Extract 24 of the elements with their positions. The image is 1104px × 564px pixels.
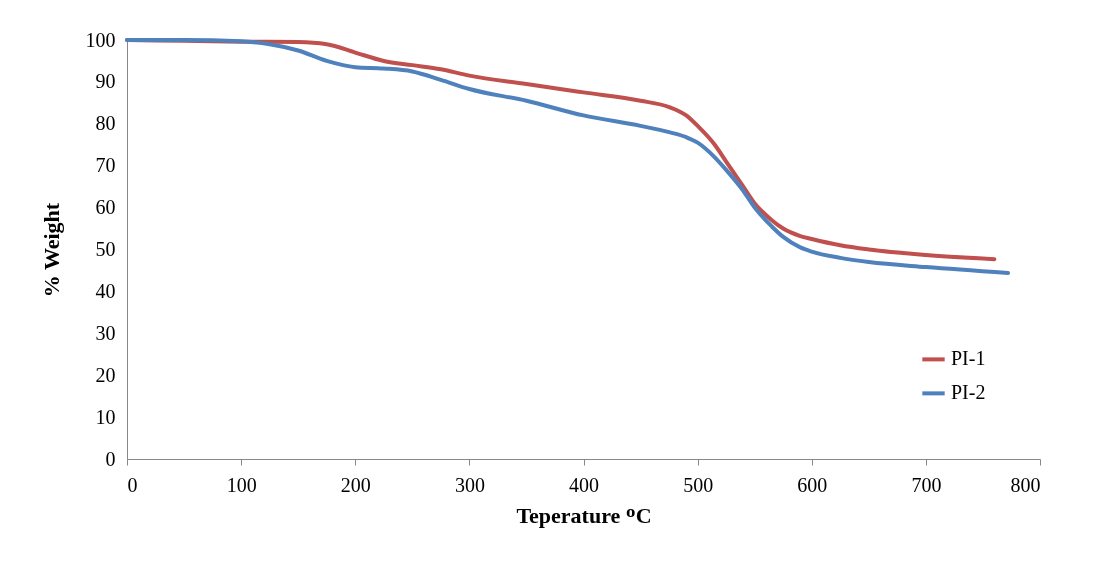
- x-tick-label: 0: [127, 473, 138, 496]
- y-tick-label: 80: [95, 112, 116, 135]
- y-tick-label: 50: [95, 238, 116, 260]
- y-tick-label: 90: [95, 70, 116, 93]
- y-tick-label: 0: [105, 447, 116, 470]
- y-tick-label: 20: [95, 363, 116, 386]
- y-tick-label: 60: [95, 196, 116, 219]
- y-tick-label: 100: [85, 28, 116, 51]
- x-tick-label: 300: [454, 473, 485, 496]
- x-tick-label: 100: [226, 473, 257, 496]
- y-tick-label: 70: [95, 154, 116, 177]
- legend-label: PI-2: [951, 381, 986, 404]
- x-tick-label: 400: [569, 473, 599, 496]
- x-tick-label: 500: [683, 473, 714, 496]
- x-tick-label: 200: [340, 473, 371, 496]
- x-tick-label: 700: [911, 473, 942, 496]
- x-tick-label: 600: [797, 473, 828, 496]
- y-tick-label: 10: [95, 405, 116, 428]
- x-tick-label: 800: [1010, 473, 1041, 496]
- legend-label: PI-1: [951, 347, 986, 370]
- y-tick-label: 30: [95, 321, 116, 344]
- x-axis-title: Teperature ᴼC: [516, 502, 652, 528]
- y-tick-label: 40: [95, 279, 116, 302]
- y-axis-title: % Weight: [38, 202, 64, 298]
